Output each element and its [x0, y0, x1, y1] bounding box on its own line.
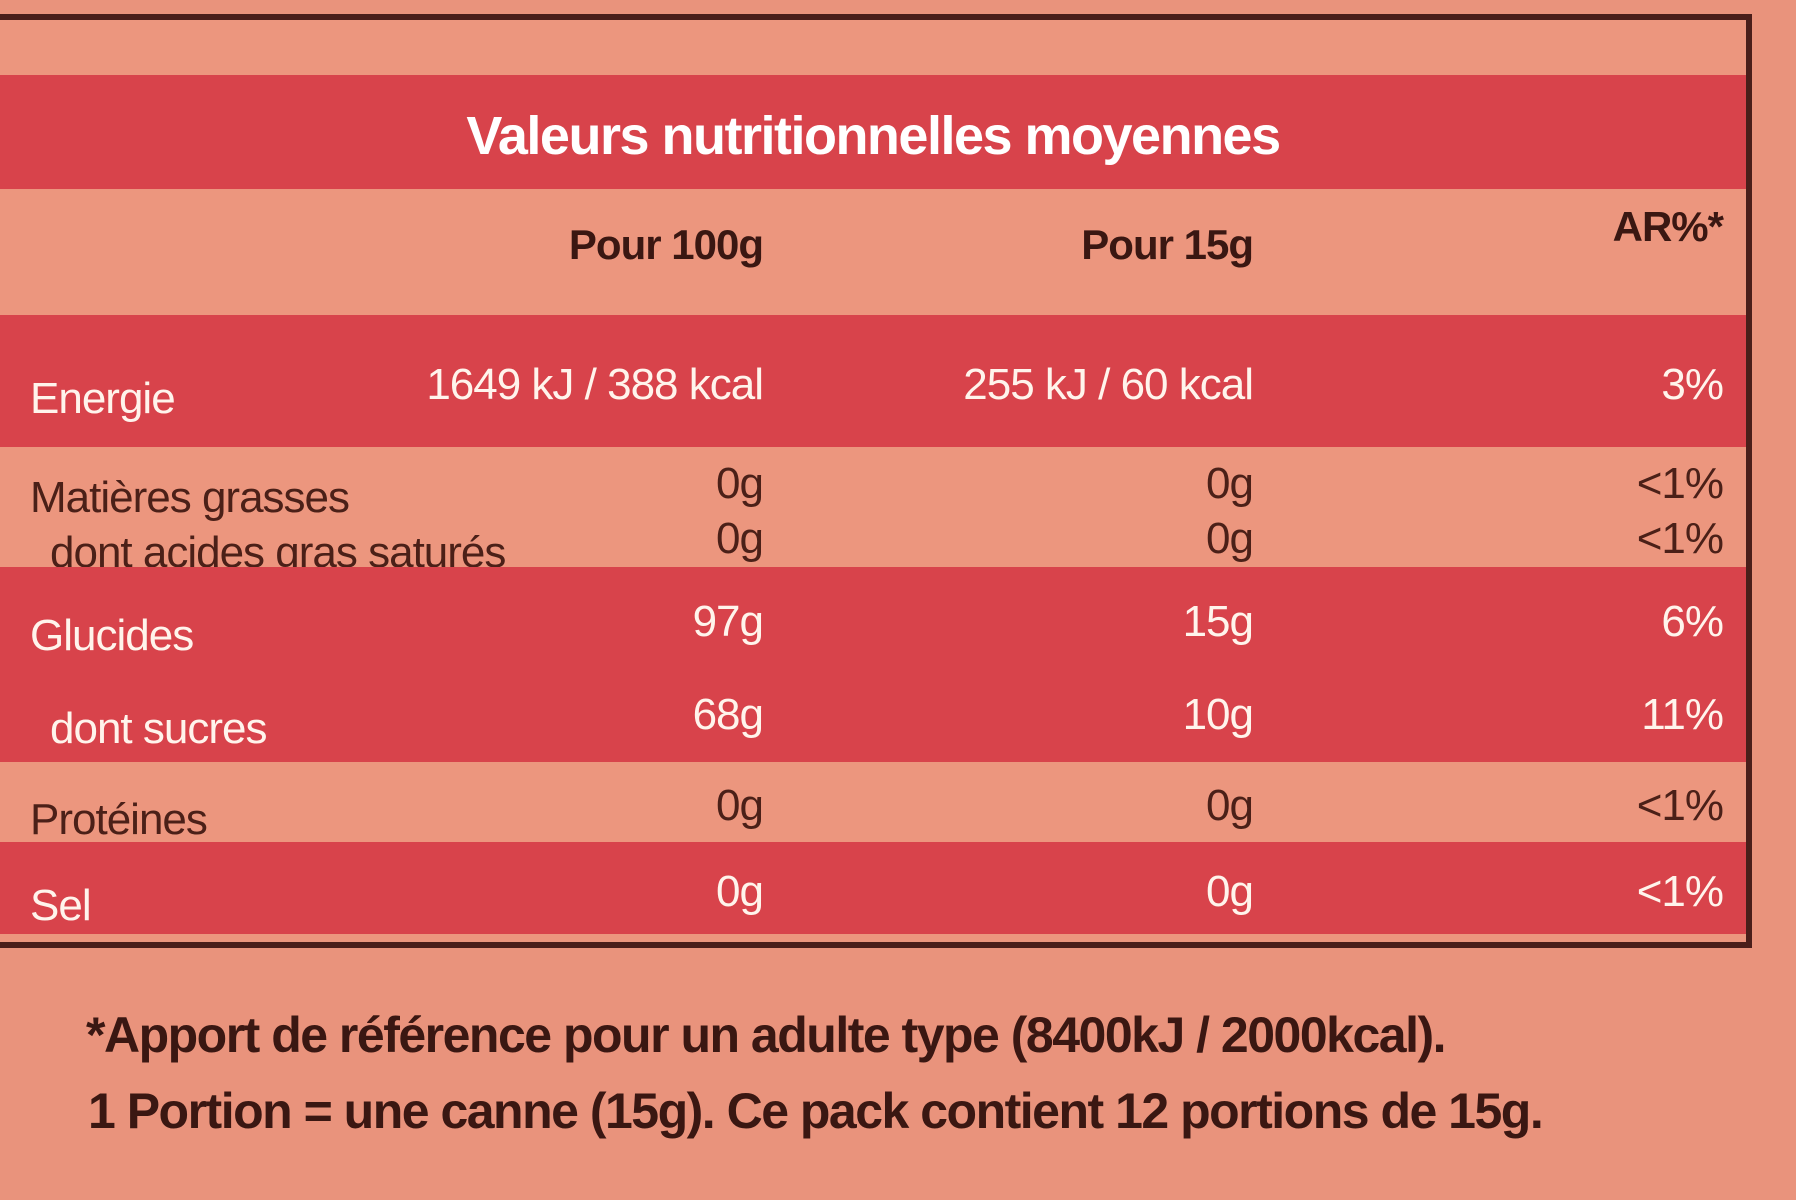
row-value: 0g: [1206, 867, 1254, 916]
row-label: Sel: [30, 881, 92, 930]
row-value: 0g: [1206, 458, 1254, 508]
row-group: Energie 1649 kJ / 388 kcal 255 kJ / 60 kca…: [0, 315, 1746, 447]
footnote-line: *Apport de référence pour un adulte type…: [86, 1007, 1447, 1063]
row-label: Energie: [30, 374, 176, 423]
row-label: Matières grasses: [30, 472, 350, 522]
table-title: Valeurs nutritionnelles moyennes: [466, 106, 1281, 166]
title-band: Valeurs nutritionnelles moyennes: [0, 75, 1746, 189]
header-band: Pour 100g Pour 15g AR%*: [0, 189, 1746, 315]
row-value: 68g: [692, 689, 764, 739]
column-header: Pour 15g: [1081, 221, 1254, 268]
row-value: 10g: [1182, 689, 1254, 739]
row-value: 3%: [1661, 360, 1724, 409]
column-header: Pour 100g: [568, 221, 764, 268]
row-group: Glucides 97g 15g 6% dont sucres 68g 10g 11%: [0, 567, 1746, 762]
row-label: Glucides: [30, 611, 194, 661]
row-value: 1649 kJ / 388 kcal: [426, 360, 764, 409]
row-label: dont sucres: [50, 703, 267, 753]
row-value: 0g: [1206, 513, 1254, 563]
row-value: 255 kJ / 60 kcal: [963, 360, 1254, 409]
row-group: Protéines 0g 0g <1%: [0, 762, 1746, 844]
row-value: 0g: [716, 458, 764, 508]
footnote-line: 1 Portion = une canne (15g). Ce pack con…: [88, 1083, 1544, 1139]
row-value: 6%: [1661, 597, 1724, 647]
column-header: AR%*: [1612, 203, 1724, 250]
row-value: 97g: [692, 597, 764, 647]
row-value: <1%: [1636, 781, 1724, 830]
row-value: <1%: [1636, 867, 1724, 916]
row-group: Sel 0g 0g <1%: [0, 842, 1746, 934]
row-value: 0g: [1206, 781, 1254, 830]
row-value: <1%: [1636, 513, 1724, 563]
row-value: 15g: [1182, 597, 1254, 647]
row-value: <1%: [1636, 458, 1724, 508]
row-value: 0g: [716, 781, 764, 830]
nutrition-table: Valeurs nutritionnelles moyennes Pour 10…: [0, 14, 1752, 948]
row-group: Matières grasses 0g 0g <1% dont acides gras …: [0, 447, 1746, 577]
row-value: 0g: [716, 513, 764, 563]
row-value: 0g: [716, 867, 764, 916]
row-value: 11%: [1641, 689, 1724, 739]
row-label: Protéines: [30, 795, 208, 844]
